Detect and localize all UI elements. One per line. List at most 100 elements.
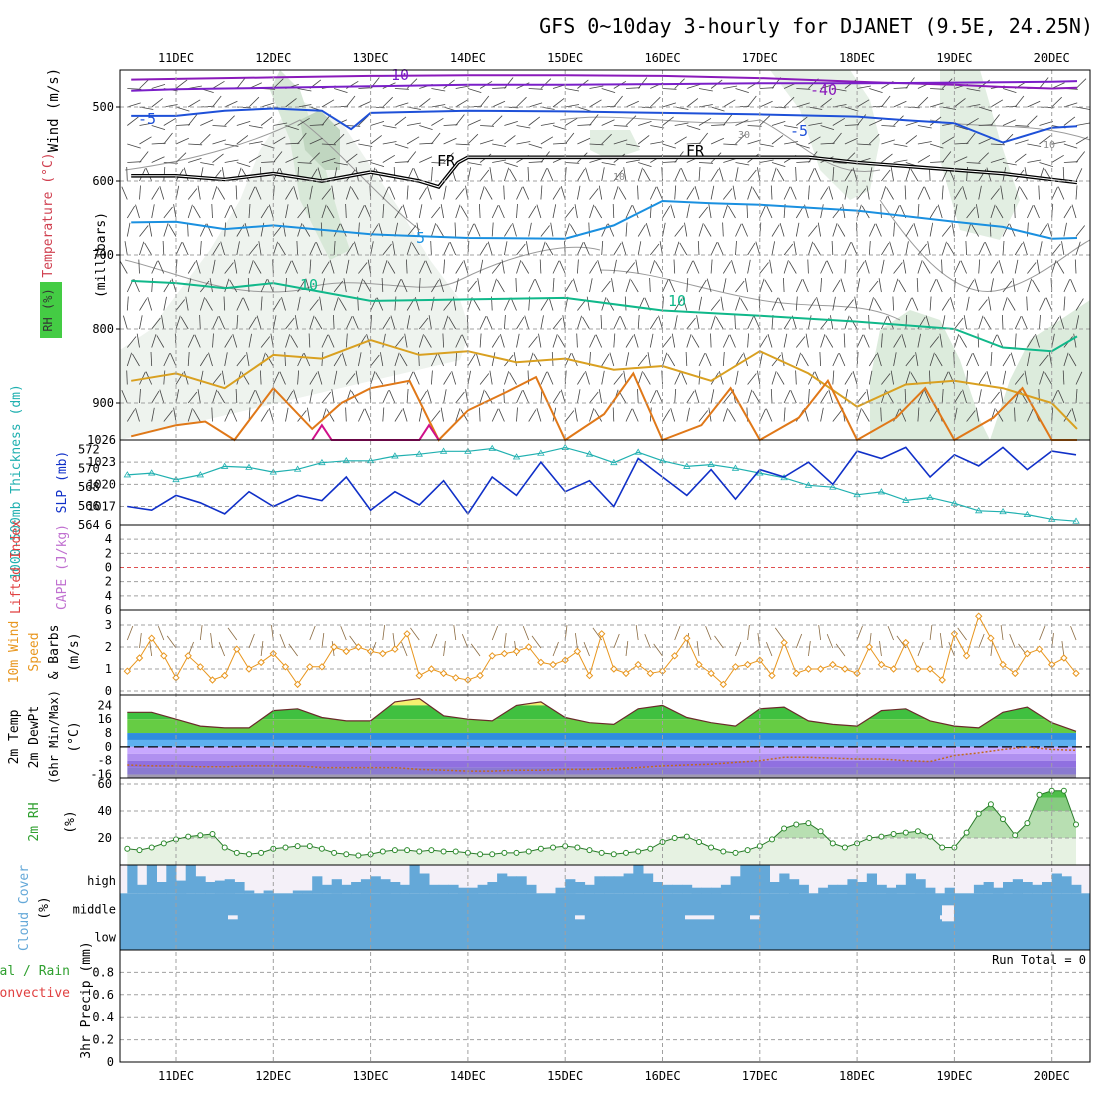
wind10m-point	[184, 652, 192, 660]
cloud-high-bar	[818, 887, 829, 894]
date-label-bottom: 18DEC	[839, 1069, 875, 1083]
wind-barb	[1039, 77, 1049, 89]
wind-barb	[722, 351, 725, 367]
wind-barb	[698, 166, 701, 182]
wind-barb	[248, 186, 256, 200]
wind-barb	[917, 390, 925, 404]
wind-barb	[1027, 408, 1034, 422]
wind-barb	[597, 259, 603, 274]
wind-barb	[571, 353, 578, 367]
wind-barb	[633, 333, 639, 348]
wind-barb	[613, 139, 628, 145]
wind-barb	[321, 334, 329, 348]
wind-barb	[601, 119, 615, 126]
wind-barb	[978, 242, 985, 256]
wind-barb	[268, 204, 274, 219]
wind-barb	[126, 222, 131, 237]
wind-barb	[248, 125, 263, 129]
wind-barb	[771, 135, 784, 145]
wind-barb	[460, 409, 469, 422]
wind-barb	[686, 260, 694, 274]
rh2m-point	[696, 839, 702, 845]
wind-barb	[1014, 373, 1025, 385]
wind-barb	[595, 334, 603, 348]
wind-barb	[285, 98, 297, 108]
wind-barb	[601, 240, 604, 256]
rh2m-point	[477, 851, 484, 858]
wind10m-barb	[340, 625, 347, 641]
label-cloud-cover: Cloud Cover	[17, 865, 32, 951]
wind-barb	[1015, 125, 1030, 127]
thickness-point	[1072, 517, 1080, 524]
wind-barb	[272, 225, 283, 237]
wind-barb	[954, 317, 964, 330]
wind-barb	[1063, 116, 1076, 126]
wind-barb	[598, 389, 603, 404]
wind-barb	[268, 407, 274, 422]
wind-barb	[613, 169, 623, 182]
wind-barb	[752, 187, 761, 200]
wind-barb	[183, 167, 189, 182]
wind10m-point	[768, 671, 776, 680]
wind-barb	[1075, 185, 1078, 200]
wind-barb	[723, 143, 738, 146]
wind-barb	[674, 136, 687, 145]
wind-barb	[881, 125, 896, 127]
wind-barb	[448, 316, 457, 330]
wind-barb	[905, 314, 908, 330]
wind-barb	[394, 143, 409, 149]
wind-barb	[486, 316, 493, 330]
wind-barb	[694, 185, 700, 200]
wind10m-point	[926, 665, 934, 673]
wind-barb	[364, 205, 371, 219]
wind-barb	[1014, 242, 1023, 256]
wind-barb	[147, 296, 153, 311]
wind-barb	[197, 389, 201, 404]
wind-barb	[341, 352, 347, 367]
wind-barb	[656, 186, 663, 200]
wind-barb	[419, 125, 433, 130]
thickness-point	[464, 447, 472, 454]
wind-barb	[649, 316, 659, 330]
wind-barb	[297, 279, 306, 293]
wind-barb	[512, 222, 517, 237]
wind10m-point	[427, 665, 436, 673]
wind-barb	[467, 370, 471, 385]
cloud-high-bar	[944, 887, 955, 894]
wind-barb	[623, 370, 627, 385]
wind-barb	[272, 241, 278, 256]
wind-barb	[735, 88, 749, 93]
wind-barb	[1061, 241, 1065, 256]
wind-barb	[492, 100, 506, 108]
rh2m-point	[647, 845, 654, 852]
wind-barb	[673, 259, 676, 274]
wind-barb	[127, 116, 139, 126]
wind-barb	[771, 241, 775, 256]
wind-barb	[710, 185, 715, 200]
lifted-tick-label: 6	[105, 603, 112, 617]
cloud-high-bar	[730, 876, 741, 894]
wind10m-point	[233, 645, 241, 653]
cloud-high-bar	[827, 884, 839, 894]
rh-shade-region	[590, 130, 640, 160]
wind-barb	[309, 242, 316, 256]
temp-band	[127, 746, 1077, 754]
wind-barb	[548, 296, 554, 311]
isotherm-label: 10	[300, 276, 318, 294]
wind-barb	[577, 124, 592, 126]
wind-barb	[363, 279, 371, 293]
wind-barb	[1002, 314, 1004, 330]
wind-barb	[394, 222, 398, 237]
wind-barb	[1075, 136, 1089, 145]
rh2m-point	[793, 821, 800, 828]
wind-barb	[443, 137, 457, 145]
wind-barb	[212, 153, 224, 163]
precip-tick-label: 0.8	[92, 965, 114, 979]
wind-barb	[188, 158, 202, 163]
wind-barb	[1075, 315, 1080, 330]
wind-barb	[954, 260, 961, 274]
wind-barb	[260, 102, 275, 108]
wind-barb	[844, 259, 847, 274]
wind-barb	[516, 186, 523, 200]
wind-barb	[583, 242, 590, 256]
